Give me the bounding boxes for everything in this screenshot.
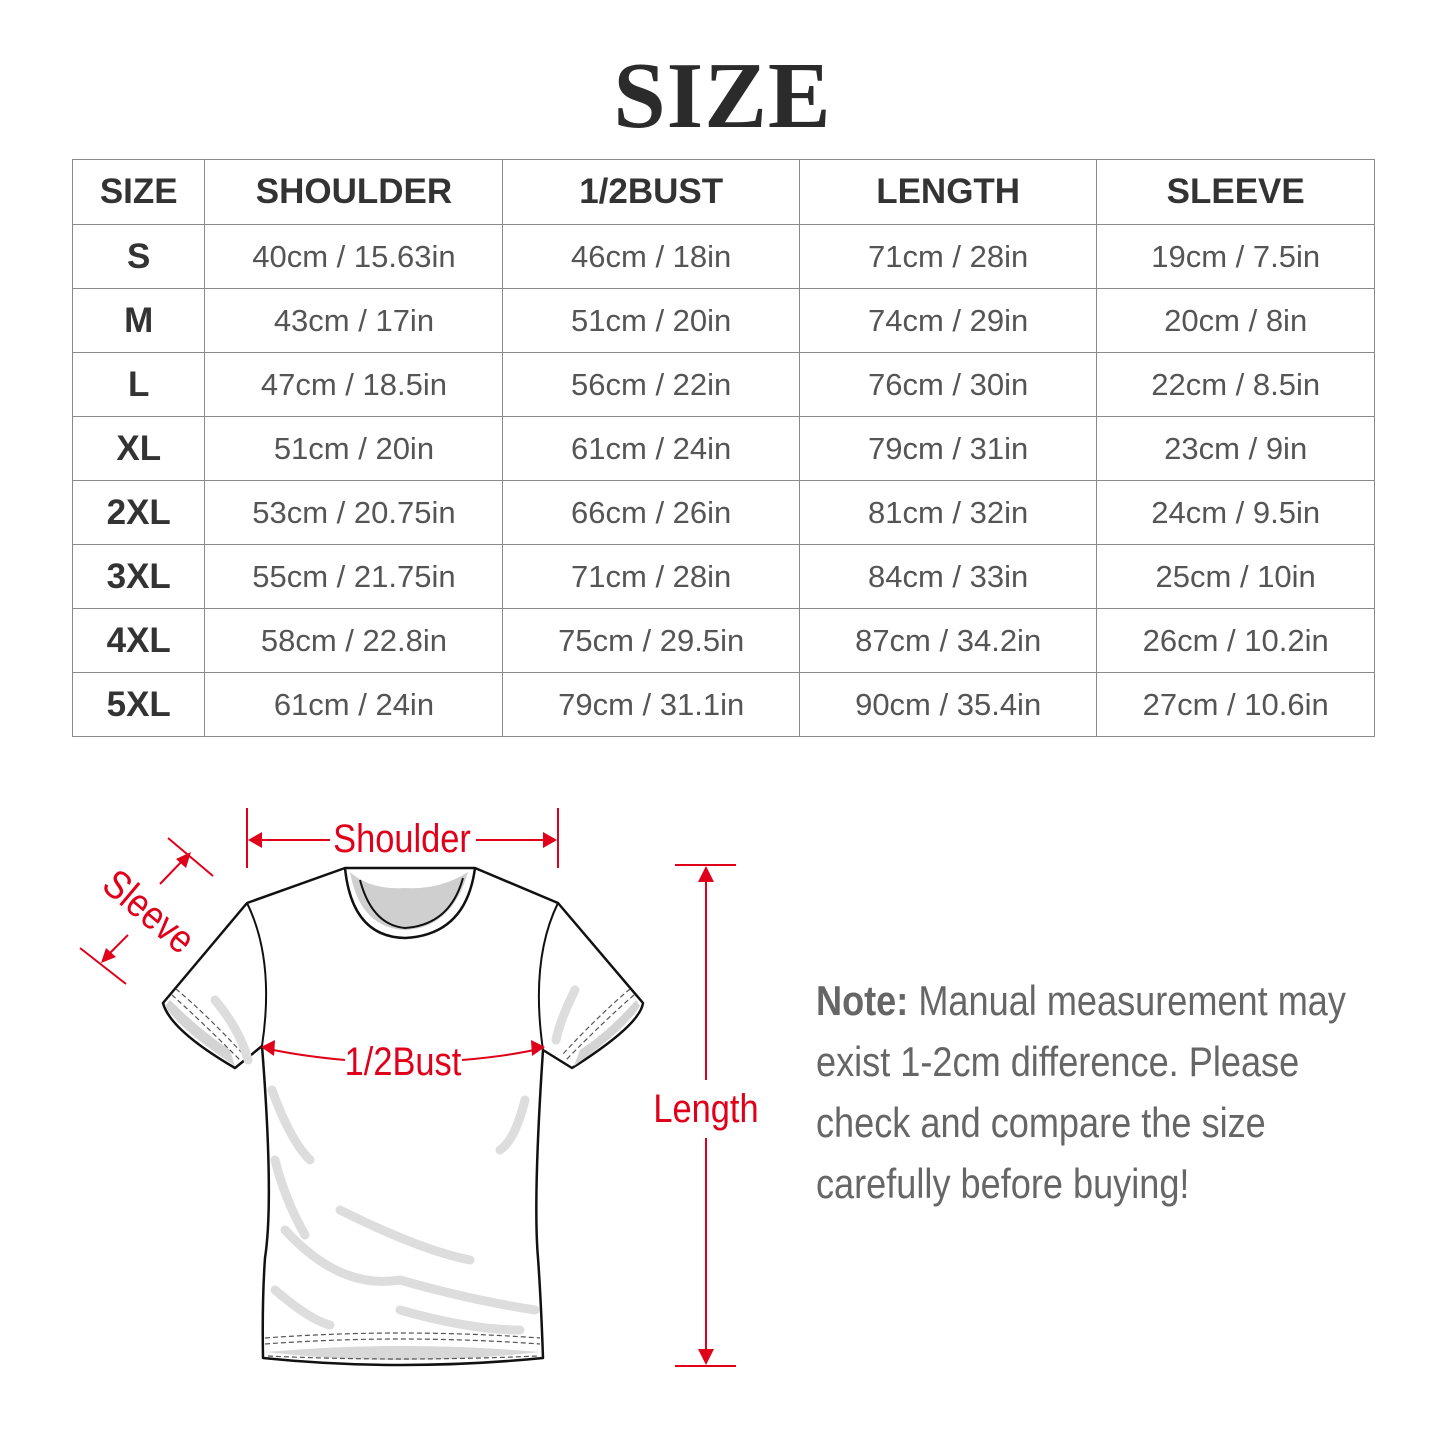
- measurement-cell: 55cm / 21.75in: [204, 544, 504, 609]
- tshirt-illustration: [161, 866, 645, 1367]
- tshirt-body: [161, 866, 645, 1367]
- measurement-cell: 61cm / 24in: [502, 416, 800, 481]
- hem-inside: [266, 1346, 540, 1360]
- left-cuff-inside: [165, 1000, 235, 1066]
- table-header-row: SIZE SHOULDER 1/2BUST LENGTH SLEEVE: [71, 159, 1375, 225]
- table-row: 2XL 53cm / 20.75in 66cm / 26in 81cm / 32in 2…: [71, 480, 1375, 545]
- measurement-cell: 22cm / 8.5in: [1096, 352, 1375, 417]
- sleeve-measure: [79, 837, 214, 985]
- measurement-cell: 47cm / 18.5in: [204, 352, 504, 417]
- arrow-right-icon: [543, 832, 557, 848]
- measurement-cell: 71cm / 28in: [502, 544, 800, 609]
- size-cell: S: [71, 224, 206, 289]
- table-row: 3XL 55cm / 21.75in 71cm / 28in 84cm / 33in 2…: [71, 544, 1375, 609]
- measurement-cell: 53cm / 20.75in: [204, 480, 504, 545]
- column-header: SLEEVE: [1096, 159, 1375, 225]
- bust-label: 1/2Bust: [345, 1039, 462, 1084]
- arrow-right-icon: [531, 1040, 545, 1056]
- measurement-cell: 19cm / 7.5in: [1096, 224, 1375, 289]
- size-cell: 3XL: [71, 544, 206, 609]
- measurement-cell: 90cm / 35.4in: [798, 672, 1098, 737]
- size-cell: 2XL: [71, 480, 206, 545]
- measurement-cell: 84cm / 33in: [798, 544, 1098, 609]
- table-row: 5XL 61cm / 24in 79cm / 31.1in 90cm / 35.4in…: [71, 672, 1375, 737]
- bust-measure: [261, 1040, 545, 1061]
- measurement-cell: 81cm / 32in: [798, 480, 1098, 545]
- note-label: Note:: [816, 977, 909, 1024]
- column-header: 1/2BUST: [502, 159, 800, 225]
- arrow-up-icon: [698, 866, 714, 882]
- arrow-down-icon: [101, 948, 116, 963]
- table-row: XL 51cm / 20in 61cm / 24in 79cm / 31in 23cm …: [71, 416, 1375, 481]
- measurement-cell: 79cm / 31in: [798, 416, 1098, 481]
- size-cell: M: [71, 288, 206, 353]
- column-header: LENGTH: [798, 159, 1098, 225]
- arrow-left-icon: [261, 1040, 275, 1056]
- measurement-cell: 43cm / 17in: [204, 288, 504, 353]
- measurement-cell: 40cm / 15.63in: [204, 224, 504, 289]
- table-row: S 40cm / 15.63in 46cm / 18in 71cm / 28in 19c…: [71, 224, 1375, 289]
- table-row: L 47cm / 18.5in 56cm / 22in 76cm / 30in 22cm…: [71, 352, 1375, 417]
- table-row: M 43cm / 17in 51cm / 20in 74cm / 29in 20cm /…: [71, 288, 1375, 353]
- measurement-cell: 76cm / 30in: [798, 352, 1098, 417]
- measurement-cell: 51cm / 20in: [204, 416, 504, 481]
- right-cuff-inside: [574, 1000, 640, 1066]
- sleeve-label: Sleeve: [94, 860, 204, 962]
- measurement-cell: 58cm / 22.8in: [204, 608, 504, 673]
- length-label: Length: [653, 1086, 758, 1131]
- column-header: SIZE: [71, 159, 206, 225]
- size-table: SIZE SHOULDER 1/2BUST LENGTH SLEEVE S 40cm / …: [71, 159, 1375, 737]
- arrow-down-icon: [698, 1349, 714, 1365]
- arrow-up-icon: [176, 852, 191, 868]
- size-cell: 4XL: [71, 608, 206, 673]
- measurement-cell: 26cm / 10.2in: [1096, 608, 1375, 673]
- shoulder-label: Shoulder: [333, 816, 471, 861]
- measurement-cell: 79cm / 31.1in: [502, 672, 800, 737]
- collar-band: [343, 867, 477, 940]
- measurement-cell: 56cm / 22in: [502, 352, 800, 417]
- shoulder-measure: [246, 808, 559, 868]
- size-cell: L: [71, 352, 206, 417]
- measurement-cell: 27cm / 10.6in: [1096, 672, 1375, 737]
- size-cell: 5XL: [71, 672, 206, 737]
- measurement-cell: 20cm / 8in: [1096, 288, 1375, 353]
- note-body: Manual measurement may exist 1-2cm diffe…: [816, 977, 1346, 1207]
- arrow-left-icon: [248, 832, 262, 848]
- measurement-cell: 75cm / 29.5in: [502, 608, 800, 673]
- measurement-cell: 51cm / 20in: [502, 288, 800, 353]
- measurement-cell: 66cm / 26in: [502, 480, 800, 545]
- measurement-cell: 25cm / 10in: [1096, 544, 1375, 609]
- note-text: Note: Manual measurement may exist 1-2cm…: [816, 970, 1366, 1214]
- measurement-cell: 23cm / 9in: [1096, 416, 1375, 481]
- length-measure: [675, 864, 736, 1367]
- page-title: SIZE: [613, 44, 832, 148]
- measurement-cell: 46cm / 18in: [502, 224, 800, 289]
- measurement-cell: 74cm / 29in: [798, 288, 1098, 353]
- measurement-cell: 61cm / 24in: [204, 672, 504, 737]
- measurement-cell: 24cm / 9.5in: [1096, 480, 1375, 545]
